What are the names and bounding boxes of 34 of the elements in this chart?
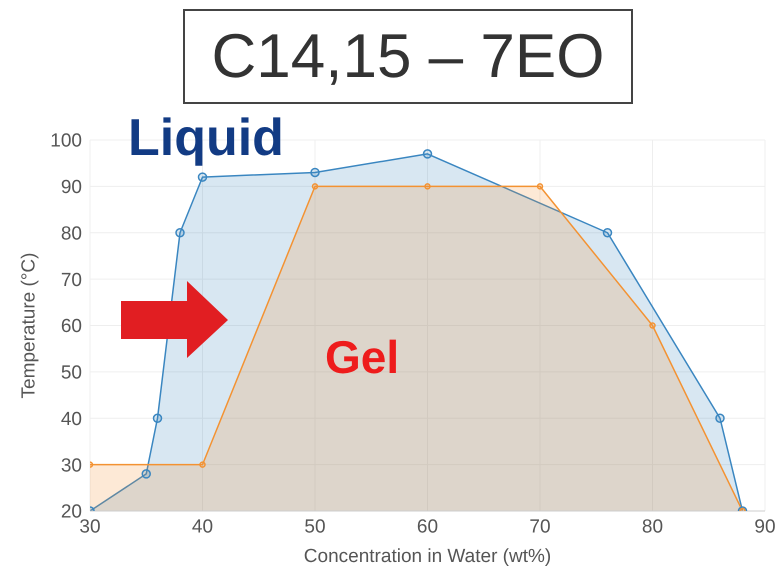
x-axis-title: Concentration in Water (wt%) — [304, 546, 552, 566]
y-tick-label: 60 — [60, 316, 82, 338]
y-axis-title: Temperature (°C) — [18, 252, 40, 398]
point — [142, 469, 151, 479]
point — [424, 183, 431, 190]
point — [310, 168, 320, 178]
y-tick-label: 80 — [60, 223, 82, 244]
point — [312, 183, 318, 190]
x-tick-label: 40 — [192, 516, 214, 538]
annotation: Liquid — [128, 108, 284, 168]
annotation: Gel — [325, 330, 400, 384]
point — [602, 228, 612, 238]
y-tick-label: 70 — [60, 270, 82, 291]
x-tick-label: 60 — [416, 516, 438, 538]
point — [152, 414, 162, 423]
x-tick-label: 80 — [642, 516, 664, 538]
y-tick-label: 30 — [60, 455, 82, 476]
point — [199, 461, 206, 468]
x-tick-label: 30 — [79, 516, 101, 538]
x-tick-label: 50 — [304, 516, 326, 538]
x-tick-label: 90 — [754, 516, 776, 538]
y-tick-label: 20 — [60, 502, 82, 523]
y-tick-label: 50 — [60, 362, 82, 384]
point — [422, 149, 432, 159]
y-tick-label: 40 — [60, 408, 82, 430]
point — [536, 183, 544, 190]
y-tick-label: 100 — [50, 130, 82, 152]
point — [715, 414, 725, 423]
chart-title: C14,15 – 7EO — [183, 9, 633, 104]
point — [175, 228, 185, 238]
x-tick-label: 70 — [529, 516, 551, 538]
y-tick-label: 90 — [60, 177, 82, 198]
point — [649, 322, 656, 329]
point — [198, 172, 208, 182]
